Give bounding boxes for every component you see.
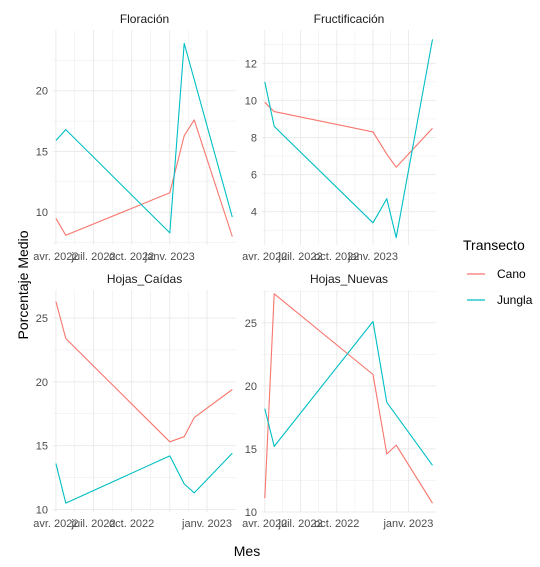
panel-background — [53, 30, 236, 245]
x-tick-label: janv. 2023 — [144, 251, 195, 263]
y-axis-title: Porcentaje Medio — [15, 230, 31, 339]
x-tick-label: janv. 2023 — [347, 251, 398, 263]
legend-label-jungla: Jungla — [497, 293, 533, 307]
panel-title: Hojas_Caídas — [107, 272, 182, 286]
y-tick-label: 10 — [36, 504, 48, 516]
series-line-cano — [264, 293, 433, 504]
x-tick-label: janv. 2023 — [382, 518, 433, 530]
y-tick-label: 6 — [251, 170, 257, 182]
panel-title: Fructificación — [314, 12, 385, 26]
y-tick-label: 25 — [36, 313, 48, 325]
x-tick-label: avr. 2022 — [242, 518, 287, 530]
series-line-jungla — [264, 320, 433, 466]
y-tick-label: 10 — [245, 507, 257, 519]
panel-background — [262, 290, 436, 512]
x-tick-label: juil. 2022 — [71, 518, 116, 530]
legend-title: Transecto — [463, 237, 525, 253]
x-tick-label: janv. 2023 — [181, 518, 232, 530]
y-tick-label: 10 — [245, 95, 257, 107]
series-line-cano — [55, 119, 233, 237]
x-axis-title: Mes — [234, 543, 260, 559]
series-line-cano — [264, 101, 433, 168]
y-tick-label: 15 — [36, 441, 48, 453]
x-tick-label: juil. 2022 — [278, 518, 323, 530]
y-tick-label: 10 — [36, 207, 48, 219]
panel-title: Hojas_Nuevas — [310, 272, 388, 286]
x-tick-label: juil. 2022 — [71, 251, 116, 263]
x-tick-label: juil. 2022 — [278, 251, 323, 263]
y-tick-label: 20 — [36, 86, 48, 98]
x-tick-label: avr. 2022 — [33, 518, 78, 530]
series-line-jungla — [264, 39, 434, 239]
y-tick-label: 15 — [36, 146, 48, 158]
legend: Transecto Cano Jungla — [463, 237, 533, 307]
y-tick-label: 25 — [245, 318, 257, 330]
panel-background — [53, 290, 236, 512]
y-tick-label: 8 — [251, 133, 257, 145]
panel-title: Floración — [120, 12, 169, 26]
y-tick-label: 15 — [245, 444, 257, 456]
x-tick-label: oct. 2022 — [109, 251, 154, 263]
x-tick-label: oct. 2022 — [314, 251, 359, 263]
legend-label-cano: Cano — [497, 267, 526, 281]
x-tick-label: oct. 2022 — [314, 518, 359, 530]
y-tick-label: 4 — [251, 207, 257, 219]
series-line-cano — [55, 301, 233, 443]
x-tick-label: avr. 2022 — [242, 251, 287, 263]
y-tick-label: 20 — [36, 377, 48, 389]
x-tick-label: avr. 2022 — [33, 251, 78, 263]
series-line-jungla — [55, 452, 233, 504]
y-tick-label: 12 — [245, 58, 257, 70]
series-line-jungla — [55, 42, 233, 234]
y-tick-label: 20 — [245, 381, 257, 393]
x-tick-label: oct. 2022 — [109, 518, 154, 530]
